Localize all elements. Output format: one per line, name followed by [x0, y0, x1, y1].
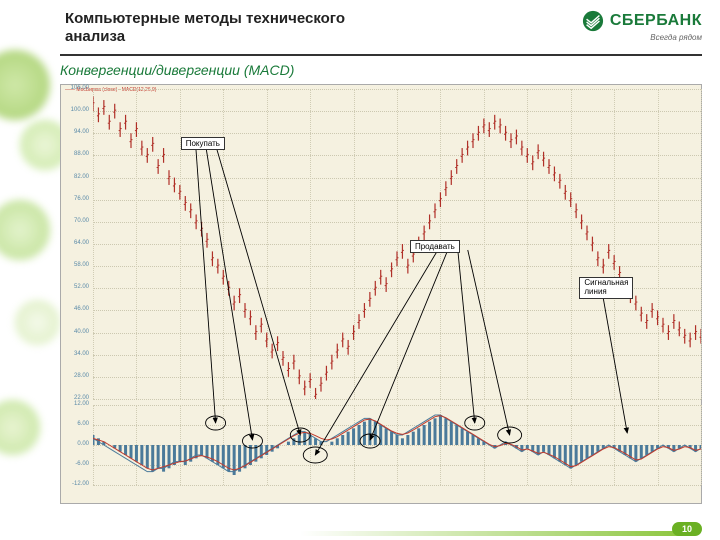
logo-text: СБЕРБАНК: [610, 12, 702, 30]
price-chart-area: 22.0028.0034.0040.0046.0052.0058.0064.00…: [93, 89, 701, 399]
sberbank-logo-icon: [582, 10, 604, 32]
logo-subtitle: Всегда рядом: [582, 33, 702, 42]
title-line2: анализа: [65, 28, 125, 45]
title-line1: Компьютерные методы технического: [65, 10, 345, 27]
logo: СБЕРБАНК Всегда рядом: [582, 10, 702, 42]
annotation-signal: Сигнальная линия: [579, 277, 633, 299]
header: Компьютерные методы технического анализа…: [0, 0, 720, 50]
header-divider: [60, 54, 702, 56]
annotation-buy: Покупать: [181, 137, 225, 150]
x-axis: [93, 487, 701, 501]
page-number: 10: [672, 522, 702, 536]
footer: [0, 526, 720, 540]
annotation-sell: Продавать: [410, 240, 460, 253]
chart-subtitle: Конвергенции/дивергенции (MACD): [60, 62, 720, 78]
macd-chart-area: -12.00-6.000.006.0012.00: [93, 405, 701, 485]
chart-container: —— МосБиржа (close) · MACD(12,26,9) 22.0…: [60, 84, 702, 504]
footer-gradient: [300, 531, 685, 536]
